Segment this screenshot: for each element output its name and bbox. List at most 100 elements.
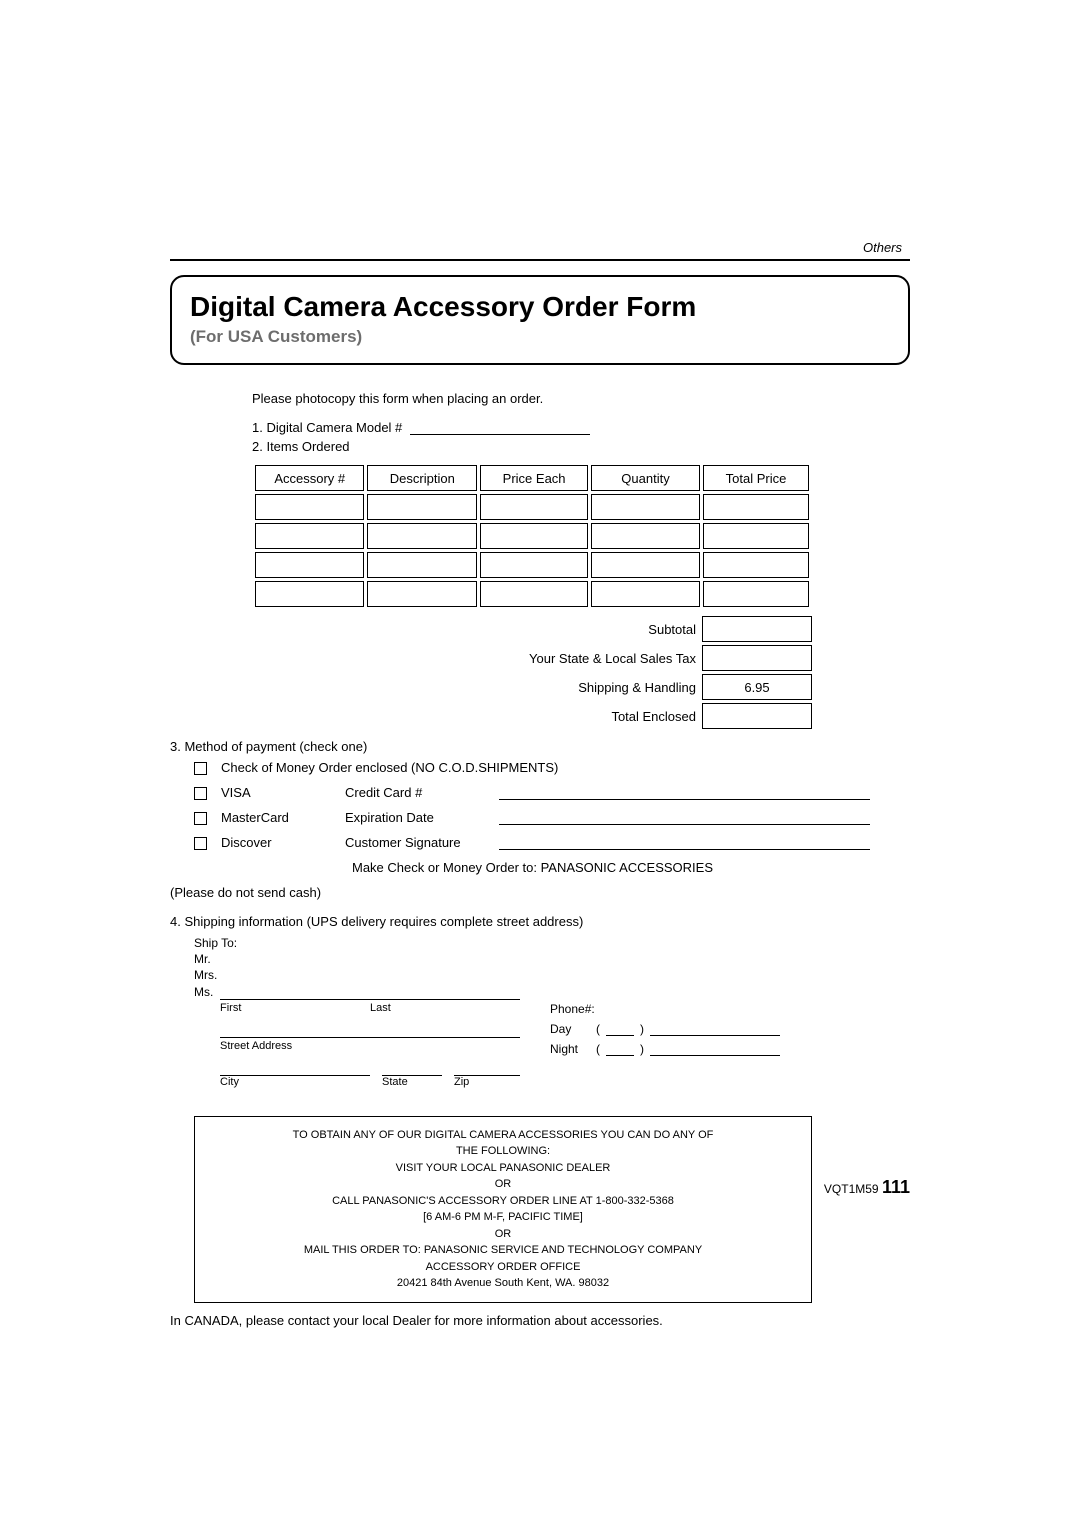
info-line: CALL PANASONIC'S ACCESSORY ORDER LINE AT… [207,1193,799,1210]
payment-method-title: 3. Method of payment (check one) [170,739,910,754]
payment-mastercard-row: MasterCard Expiration Date [194,810,910,825]
totals-block: Subtotal Your State & Local Sales Tax Sh… [252,616,812,729]
ordering-info-box: TO OBTAIN ANY OF OUR DIGITAL CAMERA ACCE… [194,1116,812,1303]
total-enclosed-label: Total Enclosed [611,709,696,724]
subtotal-row: Subtotal [252,616,812,642]
info-line: OR [207,1176,799,1193]
street-address-field[interactable] [220,1024,520,1038]
col-quantity: Quantity [591,465,700,491]
name-field[interactable] [220,988,520,1000]
phone-header: Phone#: [550,1002,780,1016]
checkbox-check-money-order[interactable] [194,762,207,775]
info-line: OR [207,1226,799,1243]
paren-open: ( [596,1022,600,1036]
phone-column: Phone#: Day ( ) Night ( ) [550,1002,780,1098]
mastercard-label: MasterCard [221,810,331,825]
address-left-column: First Last Street Address City State Zip [220,1002,520,1098]
info-line: ACCESSORY ORDER OFFICE [207,1259,799,1276]
model-number-line: 1. Digital Camera Model # [252,420,910,435]
payment-discover-row: Discover Customer Signature [194,835,910,850]
zip-field[interactable] [454,1062,520,1076]
no-cash-note: (Please do not send cash) [170,885,910,900]
form-title: Digital Camera Accessory Order Form [190,291,890,323]
ship-to-label: Ship To: [194,935,910,951]
subtotal-label: Subtotal [648,622,696,637]
honorific-mrs: Mrs. [194,967,910,983]
discover-label: Discover [221,835,331,850]
info-line: VISIT YOUR LOCAL PANASONIC DEALER [207,1160,799,1177]
table-row[interactable] [255,552,809,578]
phone-day-number[interactable] [650,1024,780,1036]
city-label: City [220,1076,382,1088]
phone-night-area[interactable] [606,1044,634,1056]
header-category: Others [170,240,910,261]
paren-open: ( [596,1042,600,1056]
honorific-ms: Ms. [194,984,220,1000]
customer-signature-field[interactable] [499,838,870,850]
col-total-price: Total Price [703,465,809,491]
info-line: THE FOLLOWING: [207,1143,799,1160]
honorific-mr: Mr. [194,951,910,967]
street-address-label: Street Address [220,1040,292,1052]
model-number-label: 1. Digital Camera Model # [252,420,402,435]
checkbox-discover[interactable] [194,837,207,850]
tax-value[interactable] [702,645,812,671]
subtotal-value[interactable] [702,616,812,642]
info-line: [6 AM-6 PM M-F, PACIFIC TIME] [207,1209,799,1226]
state-field[interactable] [382,1062,442,1076]
customer-signature-label: Customer Signature [345,835,485,850]
page-footer: VQT1M59 111 [824,1177,910,1198]
payment-visa-row: VISA Credit Card # [194,785,910,800]
make-check-note: Make Check or Money Order to: PANASONIC … [352,860,910,875]
shipping-info-title: 4. Shipping information (UPS delivery re… [170,914,910,929]
last-name-label: Last [370,1002,391,1014]
ship-to-block: Ship To: Mr. Mrs. Ms. [194,935,910,1000]
items-ordered-label: 2. Items Ordered [252,439,910,454]
col-price-each: Price Each [480,465,588,491]
page-number: 111 [882,1177,910,1197]
shipping-value: 6.95 [702,674,812,700]
shipping-label: Shipping & Handling [578,680,696,695]
expiration-date-field[interactable] [499,813,870,825]
credit-card-number-label: Credit Card # [345,785,485,800]
visa-label: VISA [221,785,331,800]
state-label: State [382,1076,454,1088]
phone-night-row: Night ( ) [550,1042,780,1056]
table-row[interactable] [255,523,809,549]
checkbox-mastercard[interactable] [194,812,207,825]
expiration-date-label: Expiration Date [345,810,485,825]
info-line: TO OBTAIN ANY OF OUR DIGITAL CAMERA ACCE… [207,1127,799,1144]
canada-note: In CANADA, please contact your local Dea… [170,1313,910,1328]
form-subtitle: (For USA Customers) [190,327,890,347]
phone-night-label: Night [550,1042,590,1056]
payment-check-row: Check of Money Order enclosed (NO C.O.D.… [194,760,910,775]
col-accessory: Accessory # [255,465,364,491]
shipping-row: Shipping & Handling 6.95 [252,674,812,700]
credit-card-number-field[interactable] [499,788,870,800]
form-body: Please photocopy this form when placing … [170,365,910,1303]
paren-close: ) [640,1022,644,1036]
zip-label: Zip [454,1076,469,1088]
check-money-order-label: Check of Money Order enclosed (NO C.O.D.… [221,760,558,775]
phone-day-area[interactable] [606,1024,634,1036]
phone-night-number[interactable] [650,1044,780,1056]
first-name-label: First [220,1002,370,1014]
table-row[interactable] [255,581,809,607]
city-field[interactable] [220,1062,370,1076]
tax-row: Your State & Local Sales Tax [252,645,812,671]
model-number-field[interactable] [410,423,590,435]
footer-code: VQT1M59 [824,1182,879,1196]
paren-close: ) [640,1042,644,1056]
total-enclosed-row: Total Enclosed [252,703,812,729]
table-row[interactable] [255,494,809,520]
col-description: Description [367,465,477,491]
total-enclosed-value[interactable] [702,703,812,729]
items-table-header-row: Accessory # Description Price Each Quant… [255,465,809,491]
phone-day-label: Day [550,1022,590,1036]
photocopy-instruction: Please photocopy this form when placing … [252,391,910,406]
phone-day-row: Day ( ) [550,1022,780,1036]
checkbox-visa[interactable] [194,787,207,800]
tax-label: Your State & Local Sales Tax [529,651,696,666]
info-line: 20421 84th Avenue South Kent, WA. 98032 [207,1275,799,1292]
title-box: Digital Camera Accessory Order Form (For… [170,275,910,365]
